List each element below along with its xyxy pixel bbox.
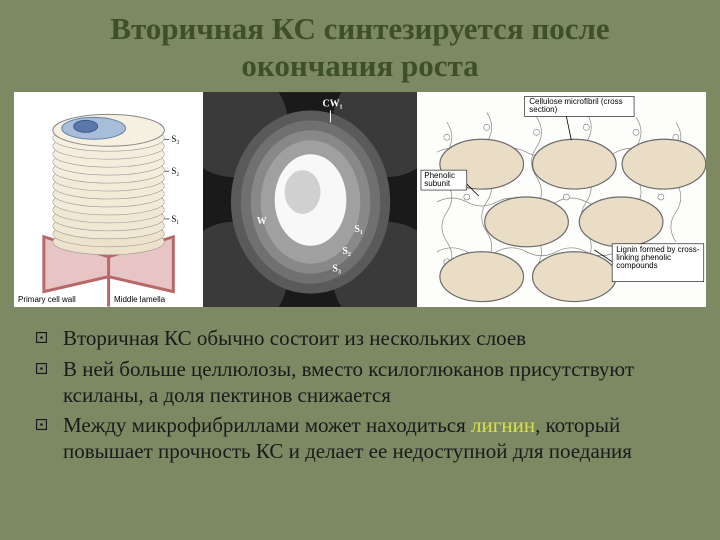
label-phenolic: Phenolic subunit [424, 172, 466, 188]
square-bullet-icon [36, 363, 47, 374]
bullet-text: Вторичная КС обычно состоит из нескольки… [63, 325, 526, 351]
svg-text:W: W [257, 216, 267, 227]
bullet-text: Между микрофибриллами может находиться л… [63, 412, 688, 465]
svg-text:S₁: S₁ [355, 224, 364, 235]
square-bullet-icon [36, 332, 47, 343]
svg-text:S₃: S₃ [171, 135, 179, 145]
svg-text:S₂: S₂ [171, 166, 179, 176]
title-line-1: Вторичная КС синтезируется после [110, 11, 609, 46]
label-microfibril: Cellulose microfibril (cross section) [529, 98, 629, 114]
diagram-cell-wall-layers: S₃ S₂ S₁ Primary cell wall Middle lamell… [14, 92, 203, 307]
label-middle-lamella: Middle lamella [114, 295, 165, 304]
images-row: S₃ S₂ S₁ Primary cell wall Middle lamell… [0, 92, 720, 307]
svg-text:S₁: S₁ [171, 214, 179, 224]
bullet-item: Вторичная КС обычно состоит из нескольки… [36, 325, 688, 351]
bullet-list: Вторичная КС обычно состоит из нескольки… [0, 307, 720, 464]
bullet-item: В ней больше целлюлозы, вместо ксилоглюк… [36, 356, 688, 409]
title-line-2: окончания роста [241, 48, 478, 83]
svg-text:S₃: S₃ [333, 264, 342, 275]
square-bullet-icon [36, 419, 47, 430]
svg-text:S₂: S₂ [343, 246, 352, 257]
diagram-microfibrils-lignin: Cellulose microfibril (cross section) Ph… [417, 92, 706, 307]
label-primary-wall: Primary cell wall [18, 295, 76, 304]
bullet-item: Между микрофибриллами может находиться л… [36, 412, 688, 465]
bullet-text: В ней больше целлюлозы, вместо ксилоглюк… [63, 356, 688, 409]
svg-text:CW₁: CW₁ [323, 99, 343, 110]
slide-title: Вторичная КС синтезируется после окончан… [0, 0, 720, 92]
label-lignin-crosslink: Lignin formed by cross-linking phenolic … [616, 246, 702, 270]
micrograph-cell-wall: CW₁ W S₁ S₂ S₃ [203, 92, 417, 307]
